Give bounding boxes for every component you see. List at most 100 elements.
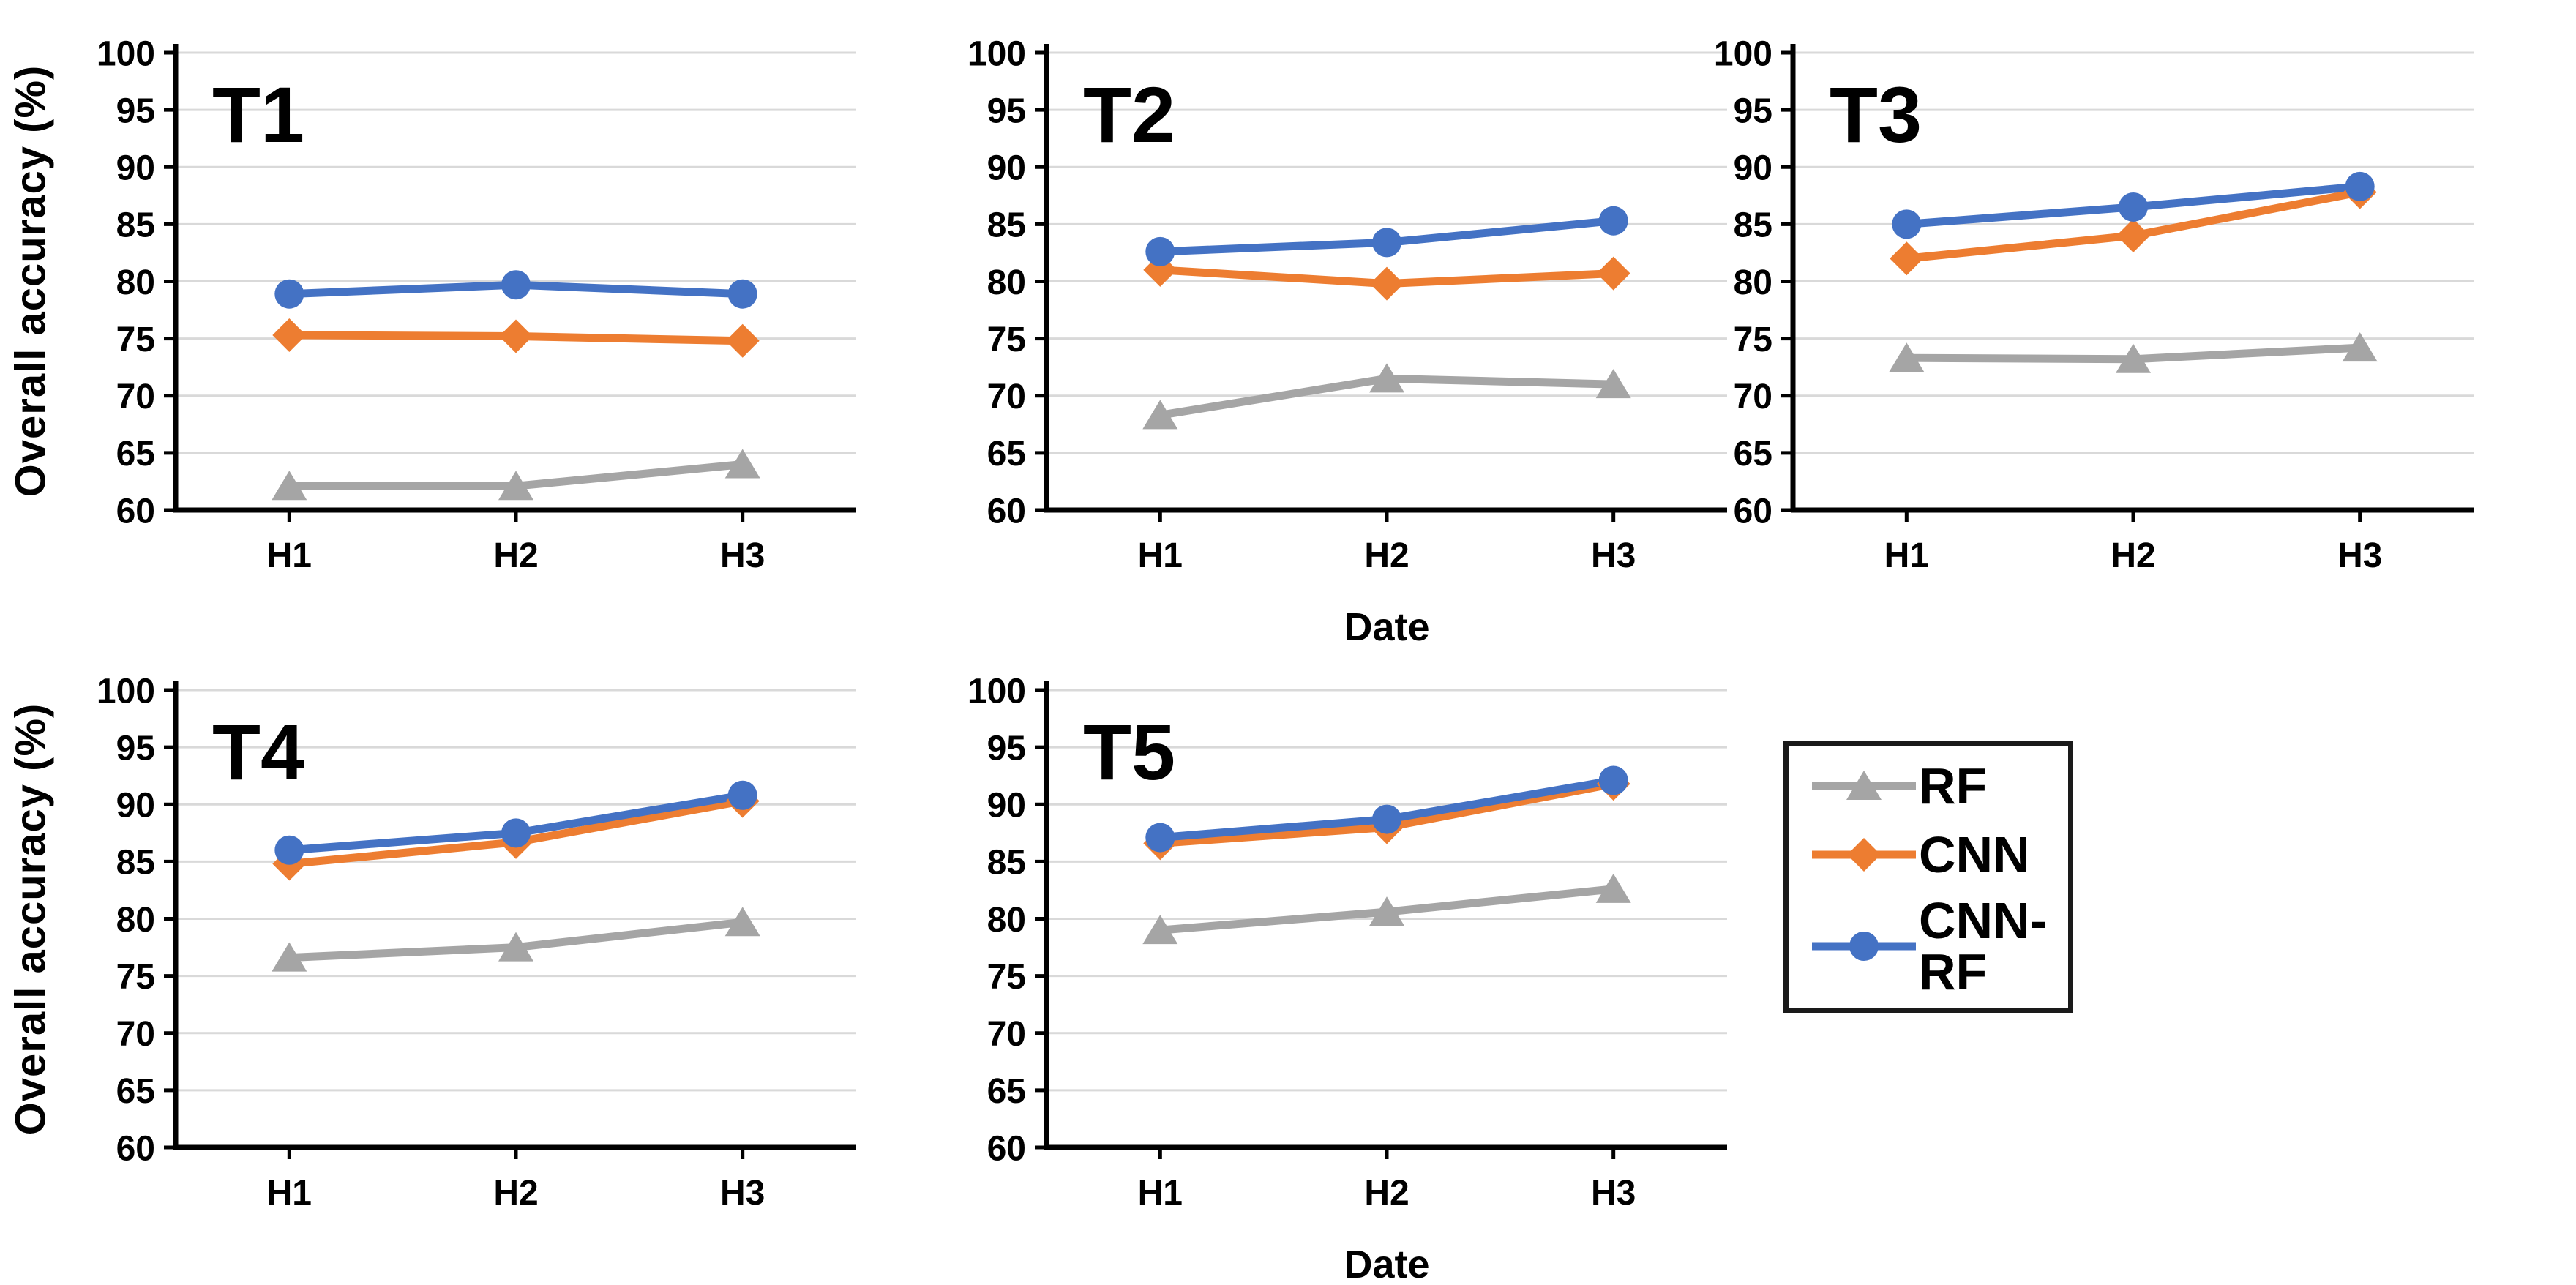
x-tick-label: H3 bbox=[2337, 536, 2382, 575]
series-marker-rf bbox=[272, 471, 307, 501]
y-tick-label: 90 bbox=[987, 787, 1026, 825]
chart-title: T5 bbox=[1083, 708, 1175, 796]
y-tick-label: 65 bbox=[987, 1072, 1026, 1111]
x-tick-label: H2 bbox=[2111, 536, 2155, 575]
y-tick-label: 80 bbox=[116, 901, 155, 940]
y-tick-label: 100 bbox=[967, 672, 1026, 711]
y-tick-label: 100 bbox=[97, 34, 155, 73]
y-tick-label: 65 bbox=[116, 435, 155, 473]
y-tick-label: 60 bbox=[987, 492, 1026, 531]
y-tick-label: 90 bbox=[116, 787, 155, 825]
y-tick-label: 85 bbox=[987, 206, 1026, 245]
y-tick-label: 60 bbox=[116, 492, 155, 531]
series-marker-cnn bbox=[272, 318, 307, 352]
y-tick-label: 60 bbox=[987, 1129, 1026, 1168]
x-tick-label: H3 bbox=[1591, 536, 1636, 575]
series-marker-cnn-rf bbox=[1892, 209, 1922, 239]
legend-marker-sample bbox=[1847, 838, 1881, 872]
x-tick-label: H1 bbox=[1138, 1174, 1183, 1213]
x-axis-title: Date bbox=[1344, 1243, 1429, 1285]
legend-circle-icon bbox=[1812, 931, 1916, 961]
series-marker-cnn-rf bbox=[1145, 236, 1175, 266]
y-tick-label: 90 bbox=[116, 149, 155, 188]
chart-t2-plot: 100 95 90 85 80 75 70 65 60 H1 H2 H3 Date T2 bbox=[967, 34, 1727, 649]
series-marker-cnn-rf bbox=[727, 279, 757, 309]
series-marker-rf bbox=[498, 471, 533, 501]
legend-item-cnn-rf: CNN-RF bbox=[1809, 895, 2068, 997]
chart-title: T3 bbox=[1830, 70, 1922, 159]
y-tick-label: 60 bbox=[116, 1129, 155, 1168]
series-marker-rf bbox=[272, 942, 307, 972]
y-tick-label: 85 bbox=[1734, 206, 1772, 245]
series-marker-cnn-rf bbox=[2345, 171, 2375, 201]
legend-label: CNN-RF bbox=[1919, 891, 2047, 1000]
legend-marker-sample bbox=[1849, 931, 1879, 961]
legend-item-rf: RF bbox=[1809, 757, 2068, 815]
series-marker-cnn-rf bbox=[274, 279, 304, 309]
series-marker-cnn-rf bbox=[274, 835, 304, 865]
chart-t3-plot: 100 95 90 85 80 75 70 65 60 H1 H2 H3 T3 bbox=[1714, 34, 2474, 575]
chart-t4-plot: 100 95 90 85 80 75 70 65 60 H1 H2 H3 T4 bbox=[97, 672, 856, 1213]
y-tick-label: 90 bbox=[987, 149, 1026, 188]
legend-item-cnn: CNN bbox=[1809, 825, 2068, 884]
legend-triangle-icon bbox=[1812, 770, 1916, 800]
x-tick-label: H3 bbox=[720, 536, 765, 575]
y-tick-label: 70 bbox=[116, 1015, 155, 1054]
series-marker-rf bbox=[1142, 915, 1178, 945]
series-marker-rf bbox=[2116, 343, 2151, 373]
series-marker-rf bbox=[1142, 400, 1178, 430]
y-axis-title-top: Overall accuracy (%) bbox=[7, 64, 55, 498]
legend: RF CNN CNN-RF bbox=[1783, 741, 2073, 1013]
y-tick-label: 65 bbox=[987, 435, 1026, 473]
x-tick-label: H2 bbox=[493, 1174, 538, 1213]
series-marker-rf bbox=[1595, 369, 1631, 399]
y-tick-label: 70 bbox=[987, 1015, 1026, 1054]
y-tick-label: 85 bbox=[987, 844, 1026, 883]
x-tick-label: H3 bbox=[1591, 1174, 1636, 1213]
y-tick-label: 100 bbox=[97, 672, 155, 711]
x-tick-label: H1 bbox=[267, 536, 312, 575]
series-marker-rf bbox=[724, 907, 760, 937]
y-tick-label: 75 bbox=[987, 958, 1026, 997]
y-tick-label: 95 bbox=[1734, 91, 1772, 130]
series-marker-cnn bbox=[1370, 266, 1404, 301]
series-marker-rf bbox=[1889, 342, 1925, 372]
series-marker-cnn bbox=[725, 323, 760, 358]
x-tick-label: H2 bbox=[1364, 1174, 1409, 1213]
y-tick-label: 85 bbox=[116, 844, 155, 883]
legend-label: CNN bbox=[1919, 826, 2030, 883]
series-marker-cnn bbox=[1596, 256, 1630, 291]
series-marker-cnn-rf bbox=[1145, 823, 1175, 853]
legend-label: RF bbox=[1919, 757, 1988, 814]
chart-t1-plot: 100 95 90 85 80 75 70 65 60 H1 H2 H3 T1 bbox=[97, 34, 856, 575]
x-tick-label: H1 bbox=[267, 1174, 312, 1213]
series-marker-cnn bbox=[499, 319, 533, 353]
y-tick-label: 65 bbox=[1734, 435, 1772, 473]
series-marker-cnn-rf bbox=[1372, 228, 1401, 258]
series-marker-cnn-rf bbox=[1372, 804, 1401, 834]
chart-title: T1 bbox=[212, 70, 304, 159]
series-marker-cnn-rf bbox=[2119, 192, 2148, 222]
x-tick-label: H2 bbox=[493, 536, 538, 575]
y-tick-label: 85 bbox=[116, 206, 155, 245]
series-marker-rf bbox=[1369, 363, 1404, 393]
y-tick-label: 60 bbox=[1734, 492, 1772, 531]
y-tick-label: 75 bbox=[1734, 321, 1772, 359]
series-marker-rf bbox=[724, 449, 760, 479]
y-tick-label: 95 bbox=[987, 729, 1026, 768]
series-marker-cnn bbox=[1890, 241, 1924, 276]
y-tick-label: 75 bbox=[116, 958, 155, 997]
y-tick-label: 95 bbox=[116, 729, 155, 768]
series-marker-rf bbox=[1369, 896, 1404, 926]
y-tick-label: 95 bbox=[987, 91, 1026, 130]
legend-marker-sample bbox=[1846, 770, 1882, 800]
y-tick-label: 75 bbox=[116, 321, 155, 359]
series-marker-cnn-rf bbox=[501, 270, 531, 300]
series-marker-rf bbox=[498, 932, 533, 962]
legend-diamond-icon bbox=[1812, 838, 1916, 872]
x-tick-label: H1 bbox=[1884, 536, 1929, 575]
series-marker-cnn-rf bbox=[501, 818, 531, 848]
series-marker-rf bbox=[2342, 332, 2378, 362]
x-tick-label: H1 bbox=[1138, 536, 1183, 575]
